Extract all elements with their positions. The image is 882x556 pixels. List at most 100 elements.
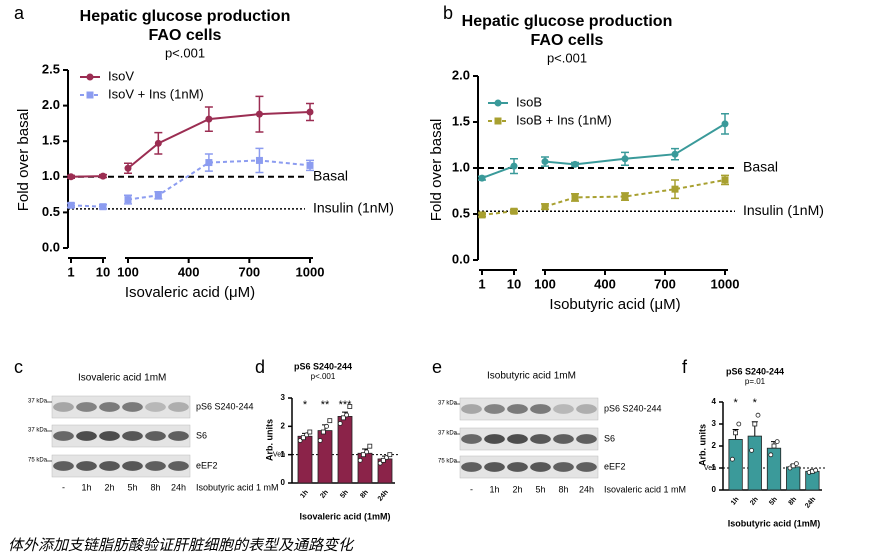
x-tick-label: 1h [299, 489, 310, 500]
x-tick-label: 1000 [711, 276, 740, 291]
marker [671, 150, 679, 158]
y-axis-label: Fold over basal [428, 119, 445, 222]
x-tick-label: 1h [730, 496, 741, 507]
marker [205, 115, 213, 123]
legend-label: IsoB + Ins (1nM) [516, 112, 612, 127]
marker [478, 211, 486, 219]
significance: ** [321, 399, 330, 411]
bar [747, 435, 762, 491]
significance: * [733, 397, 738, 409]
annotation: p<.001 [165, 45, 205, 60]
y-tick-label: 1 [712, 463, 717, 472]
series-line [70, 175, 104, 178]
y-tick-label: 0.0 [42, 239, 60, 254]
lane-label: 5h [127, 482, 137, 492]
kda-label: 75 kDa [438, 459, 458, 465]
lane-label: 24h [171, 482, 186, 492]
marker [571, 160, 579, 168]
y-tick-label: 3 [281, 393, 286, 402]
blot-band [53, 431, 74, 441]
lane-label: 8h [558, 484, 568, 494]
marker [571, 193, 579, 201]
blot-band [484, 434, 505, 444]
blot-strip [51, 395, 191, 419]
marker [721, 176, 729, 184]
lane-label: 5h [535, 484, 545, 494]
marker [154, 191, 162, 199]
marker [541, 158, 549, 166]
marker [730, 456, 735, 462]
marker [721, 120, 729, 128]
marker [306, 108, 314, 116]
y-tick-label: 1.0 [452, 159, 470, 174]
reference-label: Veh [273, 452, 285, 459]
blot-band [507, 434, 528, 444]
y-tick-label: 2.0 [452, 67, 470, 82]
y-tick-label: 1.5 [42, 133, 60, 148]
marker [755, 412, 761, 418]
marker [733, 430, 738, 436]
blot-band [484, 462, 505, 472]
significance: * [303, 399, 308, 411]
bar [728, 438, 743, 491]
blot-strip [459, 427, 599, 451]
kda-label: 75 kDa [28, 458, 48, 464]
marker [344, 412, 350, 418]
blot-band [99, 402, 120, 412]
legend-label: IsoB [516, 94, 542, 109]
lane-label: 1h [81, 482, 91, 492]
blot-band [122, 402, 143, 412]
reference-label: Basal [313, 168, 348, 184]
lane-caption: Isobutyric acid 1 mM [196, 482, 279, 492]
chart-title: Hepatic glucose production [80, 8, 291, 25]
row-label: S6 [604, 433, 615, 443]
x-tick-label: 2h [319, 489, 330, 500]
marker [774, 439, 780, 445]
marker [768, 452, 774, 458]
marker [124, 196, 132, 204]
kda-label: 37 kDa [28, 399, 48, 405]
marker [306, 161, 314, 169]
blot-band [76, 431, 97, 441]
y-tick-label: 2 [281, 421, 286, 430]
marker [494, 117, 502, 125]
blot-band [553, 404, 574, 414]
row-label: pS6 S240-244 [196, 401, 254, 411]
panel-label: b [443, 3, 453, 23]
marker [478, 174, 486, 182]
chart-title: pS6 S240-244 [294, 361, 352, 371]
marker [621, 155, 629, 163]
blot-band [168, 461, 189, 471]
marker [736, 421, 742, 427]
x-tick-label: 400 [178, 264, 200, 279]
panel-label: e [432, 357, 442, 377]
series-line [544, 178, 726, 208]
kda-label: 37 kDa [438, 401, 458, 407]
series-line [70, 204, 104, 208]
chart-subtitle: p<.001 [311, 372, 336, 381]
x-axis-label: Isovaleric acid (μM) [125, 284, 255, 301]
chart-subtitle: FAO cells [149, 27, 222, 44]
series-line [544, 122, 726, 166]
y-tick-label: 4 [712, 397, 717, 406]
marker [367, 443, 373, 449]
marker [541, 203, 549, 211]
series-line [481, 165, 515, 180]
chart-title: Hepatic glucose production [462, 13, 673, 30]
x-tick-label: 400 [594, 276, 616, 291]
marker [380, 457, 386, 463]
marker [255, 110, 263, 118]
y-tick-label: 1 [281, 450, 286, 459]
blot-band [145, 431, 166, 441]
legend-label: IsoV + Ins (1nM) [108, 86, 204, 101]
marker [347, 404, 353, 409]
x-tick-label: 24h [804, 496, 817, 510]
lane-label: 2h [512, 484, 522, 494]
x-tick-label: 10 [96, 264, 110, 279]
blot-strip [51, 424, 191, 448]
bar [357, 452, 373, 484]
x-tick-label: 700 [654, 276, 676, 291]
blot-band [484, 404, 505, 414]
marker [205, 159, 213, 167]
marker [337, 421, 343, 426]
